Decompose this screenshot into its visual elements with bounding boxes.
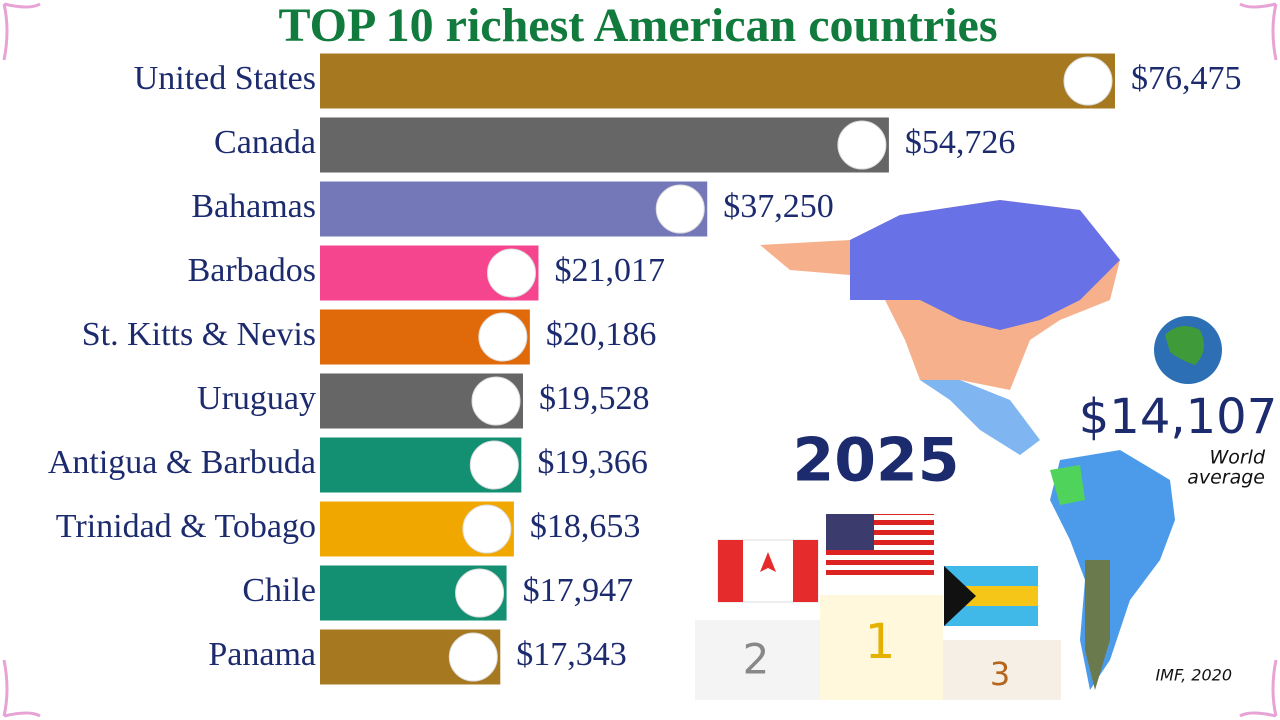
category-label: United States — [134, 60, 316, 97]
value-label: $17,947 — [523, 572, 634, 609]
flag — [478, 312, 528, 362]
category-label: Antigua & Barbuda — [48, 444, 316, 481]
flag — [486, 248, 536, 298]
category-label: Bahamas — [191, 188, 316, 225]
podium — [695, 514, 1061, 700]
flag — [448, 632, 498, 682]
value-label: $17,343 — [516, 636, 627, 673]
category-label: Uruguay — [197, 380, 316, 417]
category-label: Chile — [242, 572, 316, 609]
podium-rank: 1 — [865, 614, 896, 670]
category-label: St. Kitts & Nevis — [82, 316, 316, 353]
chart-title: TOP 10 richest American countries — [278, 0, 997, 52]
flag — [1063, 56, 1113, 106]
value-label: $54,726 — [905, 124, 1016, 161]
podium-rank: 3 — [990, 655, 1010, 693]
source-note: IMF, 2020 — [1155, 666, 1232, 685]
flag — [655, 184, 705, 234]
world-average-value: $14,107 — [1079, 389, 1278, 445]
flag — [462, 504, 512, 554]
value-label: $76,475 — [1131, 60, 1242, 97]
world-average-label: average — [1187, 467, 1265, 489]
bar — [320, 117, 889, 173]
category-label: Barbados — [188, 252, 316, 289]
category-label: Trinidad & Tobago — [56, 508, 316, 545]
value-label: $18,653 — [530, 508, 641, 545]
globe-land — [1165, 326, 1204, 365]
bar — [320, 181, 708, 237]
bar — [320, 53, 1115, 109]
value-label: $19,366 — [537, 444, 648, 481]
year-label: 2025 — [793, 426, 960, 496]
value-label: $37,250 — [723, 188, 834, 225]
value-label: $21,017 — [554, 252, 665, 289]
value-label: $20,186 — [546, 316, 657, 353]
category-label: Canada — [214, 124, 316, 161]
flag — [469, 440, 519, 490]
flag — [837, 120, 887, 170]
flag — [455, 568, 505, 618]
value-label: $19,528 — [539, 380, 650, 417]
flag — [471, 376, 521, 426]
category-label: Panama — [208, 636, 316, 673]
map — [760, 200, 1175, 690]
world-average-label: World — [1209, 447, 1266, 469]
podium-rank: 2 — [743, 635, 770, 684]
